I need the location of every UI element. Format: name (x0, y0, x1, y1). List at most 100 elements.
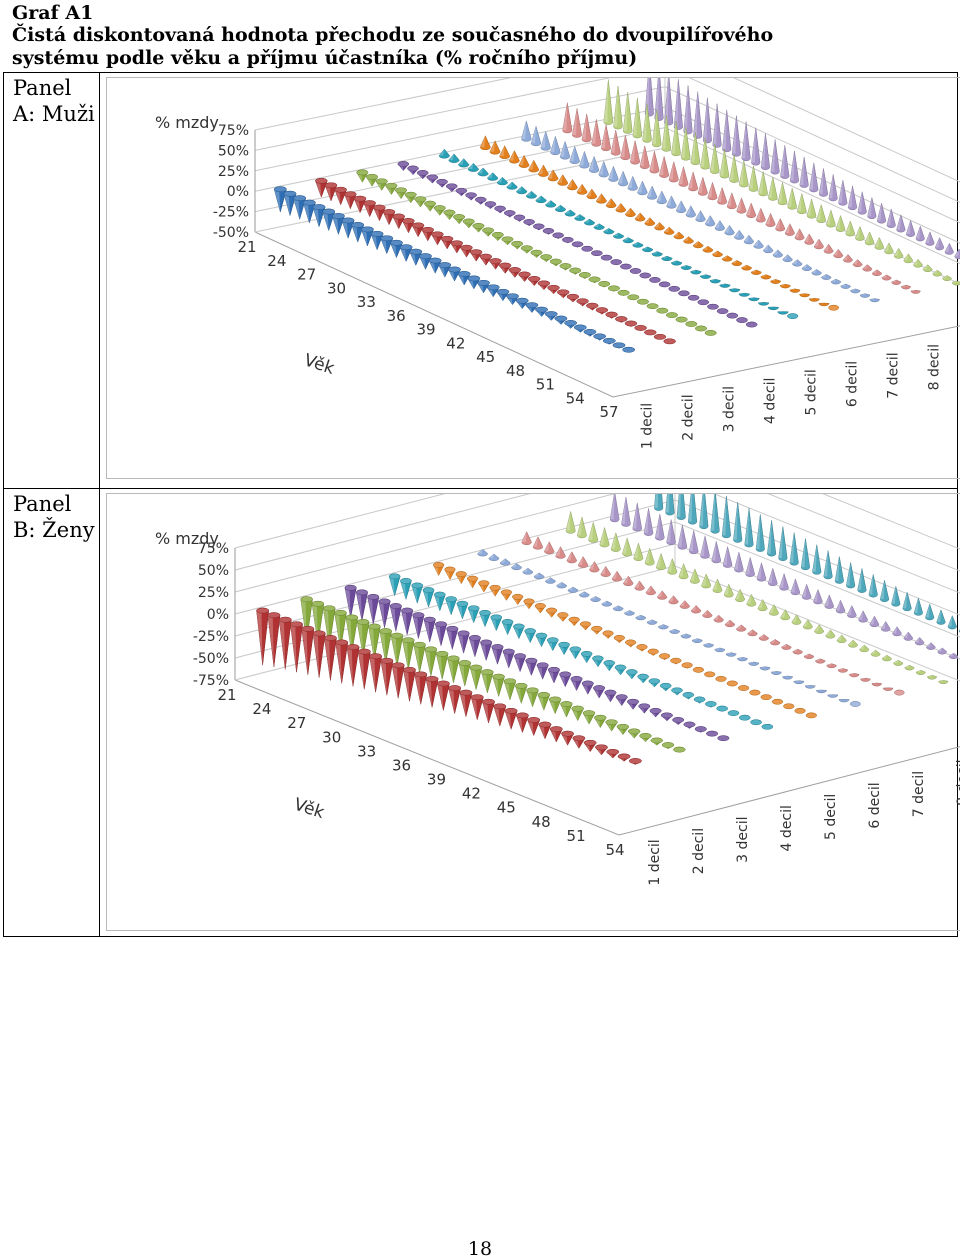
cone-mark (947, 615, 957, 630)
cone-highlight (492, 676, 499, 697)
cone-mark (794, 228, 805, 241)
cone-base (455, 571, 467, 577)
cone-mark (852, 259, 863, 268)
cone-highlight (756, 562, 762, 579)
cone-base (515, 682, 528, 689)
cone-highlight (714, 647, 720, 650)
cone-mark (714, 647, 726, 653)
cone-base (736, 317, 748, 323)
cone-base (469, 664, 483, 671)
cone-highlight (737, 657, 743, 659)
cone-base (453, 214, 466, 220)
cone-base (593, 685, 606, 691)
cone-mark (615, 202, 627, 213)
cone-base (595, 744, 608, 751)
cone-base (300, 596, 313, 603)
cone-highlight (815, 658, 821, 661)
cone-base (324, 635, 337, 641)
cone-base (506, 293, 519, 300)
cone-base (345, 614, 358, 621)
cone-mark (926, 642, 936, 650)
cone-mark (869, 298, 880, 303)
age-tick-label: 27 (287, 714, 306, 732)
cone-highlight (880, 580, 885, 600)
figure-title: Graf A1 Čistá diskontovaná hodnota přech… (12, 2, 952, 70)
cone-mark (901, 284, 911, 290)
cone-highlight (438, 265, 445, 278)
cone-mark (567, 586, 579, 593)
cone-highlight (785, 223, 790, 233)
cone-highlight (480, 135, 486, 148)
cone-base (403, 666, 416, 673)
cone-highlight (676, 494, 681, 518)
cone-highlight (738, 293, 745, 294)
cone-mark (438, 148, 450, 159)
cone-base (456, 600, 469, 607)
cone-mark (748, 297, 760, 302)
cone-highlight (335, 642, 342, 684)
cone-mark (758, 634, 769, 641)
cone-highlight (916, 670, 921, 673)
series-7 (521, 119, 880, 303)
cone-base (379, 628, 392, 634)
cone-highlight (724, 225, 730, 233)
cone-highlight (760, 274, 766, 277)
cone-mark (522, 567, 534, 575)
cone-mark (545, 200, 557, 208)
cone-highlight (801, 538, 806, 568)
cone-mark (680, 633, 692, 639)
cone-highlight (741, 265, 747, 268)
y-tick-label: 0% (207, 607, 229, 623)
cone-highlight (778, 526, 783, 559)
cone-highlight (482, 701, 489, 723)
cone-base (382, 209, 396, 215)
cone-highlight (901, 285, 906, 287)
cone-mark (847, 604, 857, 618)
cone-highlight (504, 681, 510, 700)
cone-mark (860, 677, 871, 682)
cone-highlight (748, 297, 754, 299)
cone-mark (668, 595, 679, 605)
age-tick-label: 48 (532, 813, 551, 831)
cone-mark (683, 236, 694, 244)
cone-base (301, 625, 315, 632)
cone-highlight (437, 683, 444, 711)
cone-base (547, 285, 560, 291)
cone-mark (644, 547, 655, 566)
cone-highlight (581, 113, 587, 140)
cone-highlight (351, 224, 358, 243)
cone-base (341, 217, 355, 224)
cone-highlight (391, 635, 397, 667)
cone-base (356, 169, 369, 176)
age-tick-label: 54 (566, 389, 585, 407)
series-4 (388, 573, 774, 730)
cone-highlight (346, 647, 353, 687)
cone-mark (712, 578, 723, 593)
cone-base (560, 701, 573, 707)
cone-base (397, 161, 410, 167)
cone-base (523, 598, 535, 605)
y-tick-labels: 75% 50% 25% 0% -25% -50% -75% (193, 541, 229, 689)
cone-base (717, 735, 730, 742)
cone-highlight (775, 218, 781, 229)
age-tick-label: 36 (392, 756, 411, 774)
cone-mark (938, 680, 949, 685)
cone-base (385, 182, 398, 189)
cone-base (594, 714, 607, 721)
cone-base (460, 244, 473, 251)
cone-base (670, 657, 682, 664)
cone-base (525, 302, 539, 309)
cone-highlight (743, 235, 749, 242)
cone-mark (881, 654, 892, 662)
cone-mark (855, 225, 865, 241)
cone-mark (634, 580, 645, 591)
cone-base (465, 192, 477, 199)
cone-highlight (915, 226, 921, 239)
cone-highlight (707, 182, 713, 198)
cone-highlight (915, 637, 920, 643)
cone-base (293, 195, 307, 201)
floor-edge (234, 679, 960, 836)
gridline (254, 78, 960, 203)
cone-highlight (429, 260, 436, 274)
cone-mark (701, 573, 712, 589)
